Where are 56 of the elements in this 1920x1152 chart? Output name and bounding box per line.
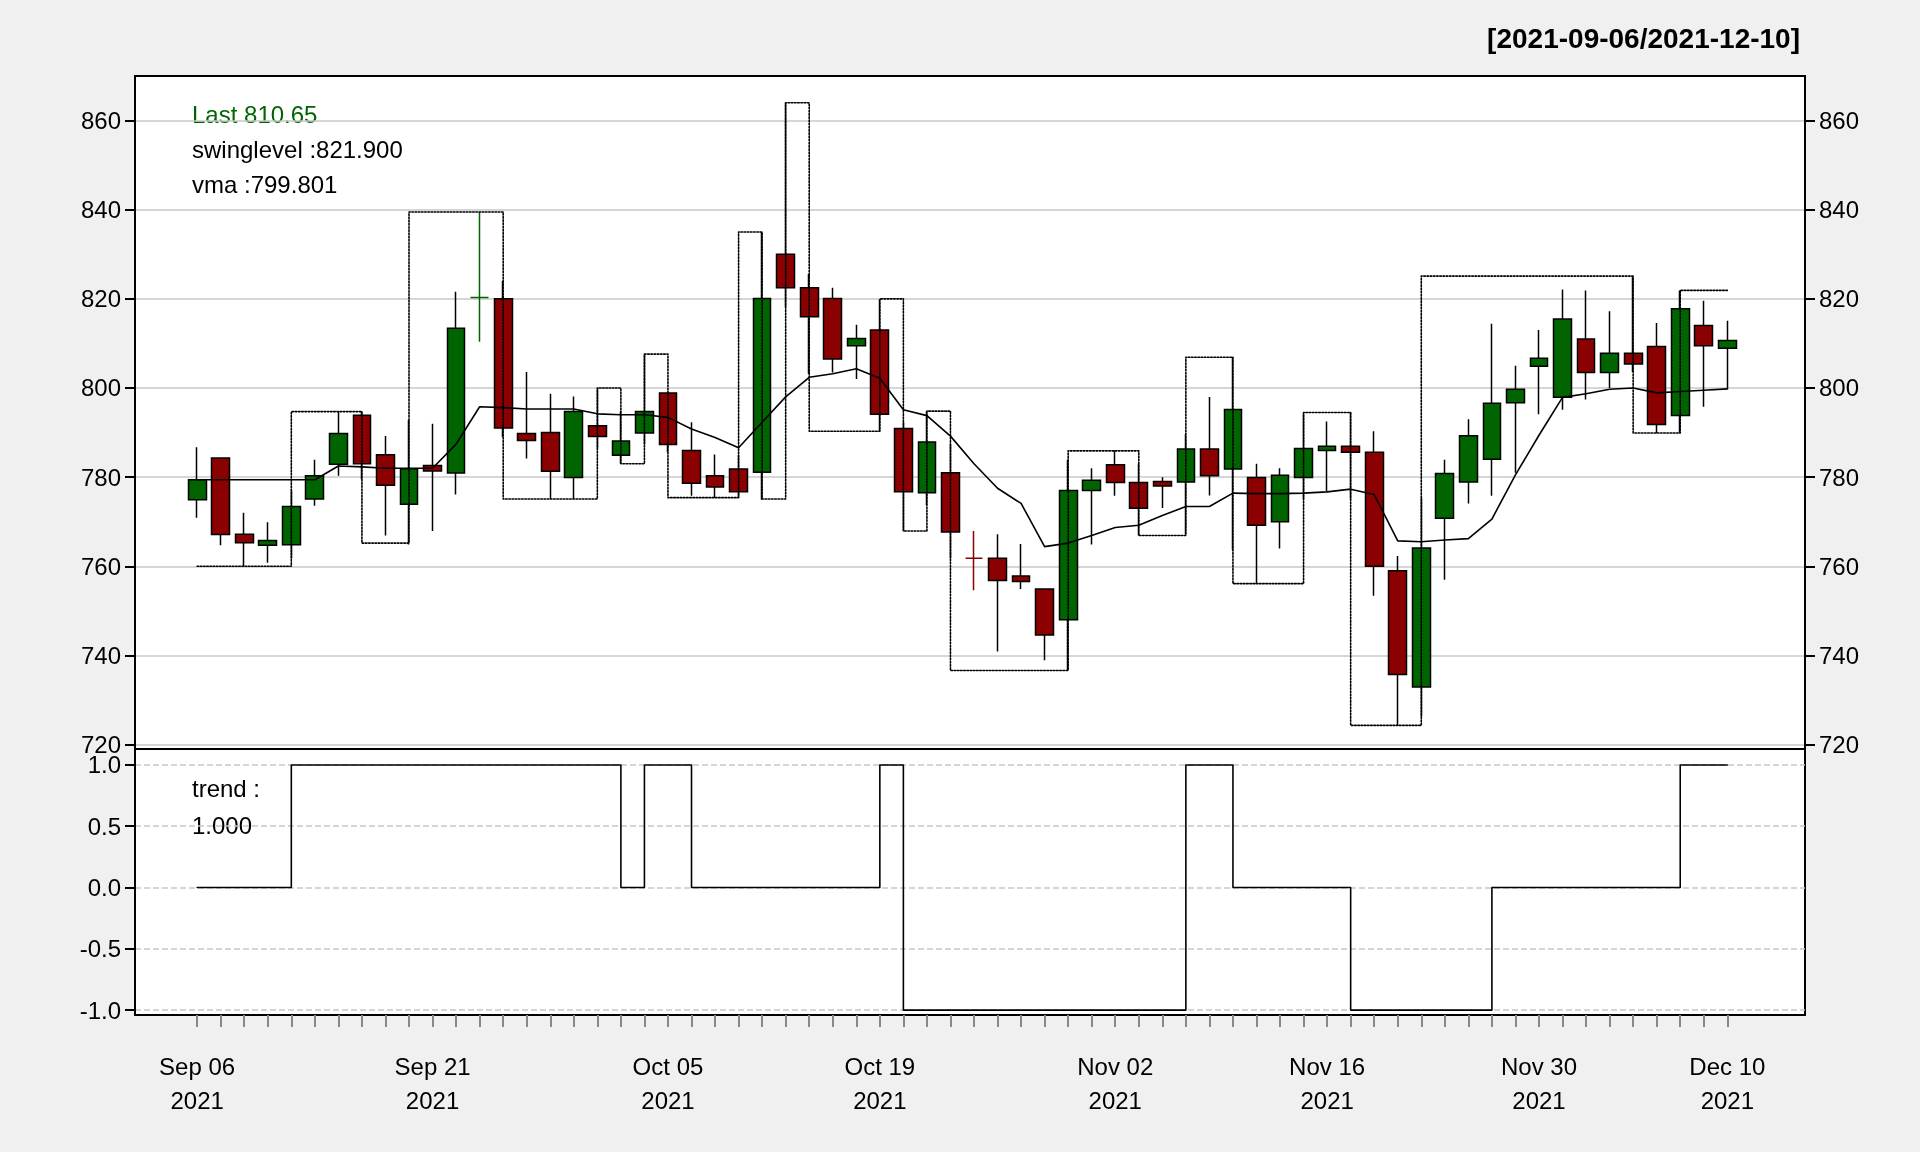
y-tick-label: 0.0	[87, 874, 121, 902]
x-tick-label: Dec 10 2021	[1689, 1052, 1766, 1114]
y-tick-label: 760	[80, 552, 121, 580]
candlestick	[540, 393, 561, 500]
y2-tick-label: 860	[1819, 107, 1860, 135]
candlestick	[563, 395, 584, 500]
candlestick	[1199, 396, 1220, 497]
y2-tick-label: 760	[1819, 552, 1860, 580]
annotation: swinglevel :821.900	[192, 135, 403, 163]
candlestick	[1458, 418, 1479, 505]
candlestick	[705, 453, 725, 499]
x-tick-label: Sep 21 2021	[394, 1052, 471, 1114]
candlestick	[1482, 323, 1502, 497]
candlestick	[257, 521, 278, 564]
y-tick-label: -1.0	[79, 996, 121, 1024]
y2-tick-label: 720	[1819, 731, 1860, 759]
y-tick-label: 840	[80, 196, 121, 224]
y2-tick-label: 780	[1819, 463, 1860, 491]
chart-subtitle: [2021-09-06/2021-12-10]	[1487, 22, 1801, 54]
y-tick-label: 800	[80, 374, 121, 402]
annotation: trend :	[192, 774, 261, 802]
candlestick	[964, 530, 984, 592]
x-tick-label: Sep 06 2021	[159, 1052, 236, 1114]
candlestick	[1152, 476, 1173, 509]
candlestick	[469, 211, 490, 343]
y-tick-label: -0.5	[79, 935, 121, 963]
candlestick	[1011, 543, 1031, 590]
y-tick-label: 740	[80, 641, 121, 669]
y-tick-label: 0.5	[87, 812, 121, 840]
y2-tick-label: 740	[1819, 641, 1860, 669]
x-tick-label: Nov 16 2021	[1289, 1052, 1366, 1114]
x-tick-label: Oct 05 2021	[632, 1052, 704, 1114]
y-tick-label: 820	[80, 285, 121, 313]
candlestick	[1529, 329, 1549, 416]
y2-tick-label: 840	[1819, 196, 1860, 224]
y2-tick-label: 800	[1819, 374, 1860, 402]
candlestick	[516, 371, 537, 460]
candlestick	[304, 458, 325, 507]
candlestick	[375, 435, 396, 537]
x-tick-label: Oct 19 2021	[844, 1052, 916, 1114]
candlestick	[422, 422, 443, 532]
annotation: vma :799.801	[192, 170, 338, 198]
candlestick	[234, 512, 255, 568]
y-tick-label: 780	[80, 463, 121, 491]
x-tick-label: Nov 30 2021	[1500, 1052, 1578, 1114]
candlestick	[1105, 450, 1126, 497]
candlestick	[987, 533, 1008, 653]
candlestick	[681, 421, 702, 497]
y-tick-label: 860	[80, 107, 121, 135]
candlestick	[1317, 420, 1337, 493]
candlestick	[328, 410, 349, 477]
annotation: Last 810.65	[192, 100, 318, 128]
y2-tick-label: 820	[1819, 285, 1860, 313]
x-tick-label: Nov 02 2021	[1077, 1052, 1154, 1114]
annotation: 1.000	[192, 811, 253, 839]
candlestick	[1034, 588, 1055, 662]
